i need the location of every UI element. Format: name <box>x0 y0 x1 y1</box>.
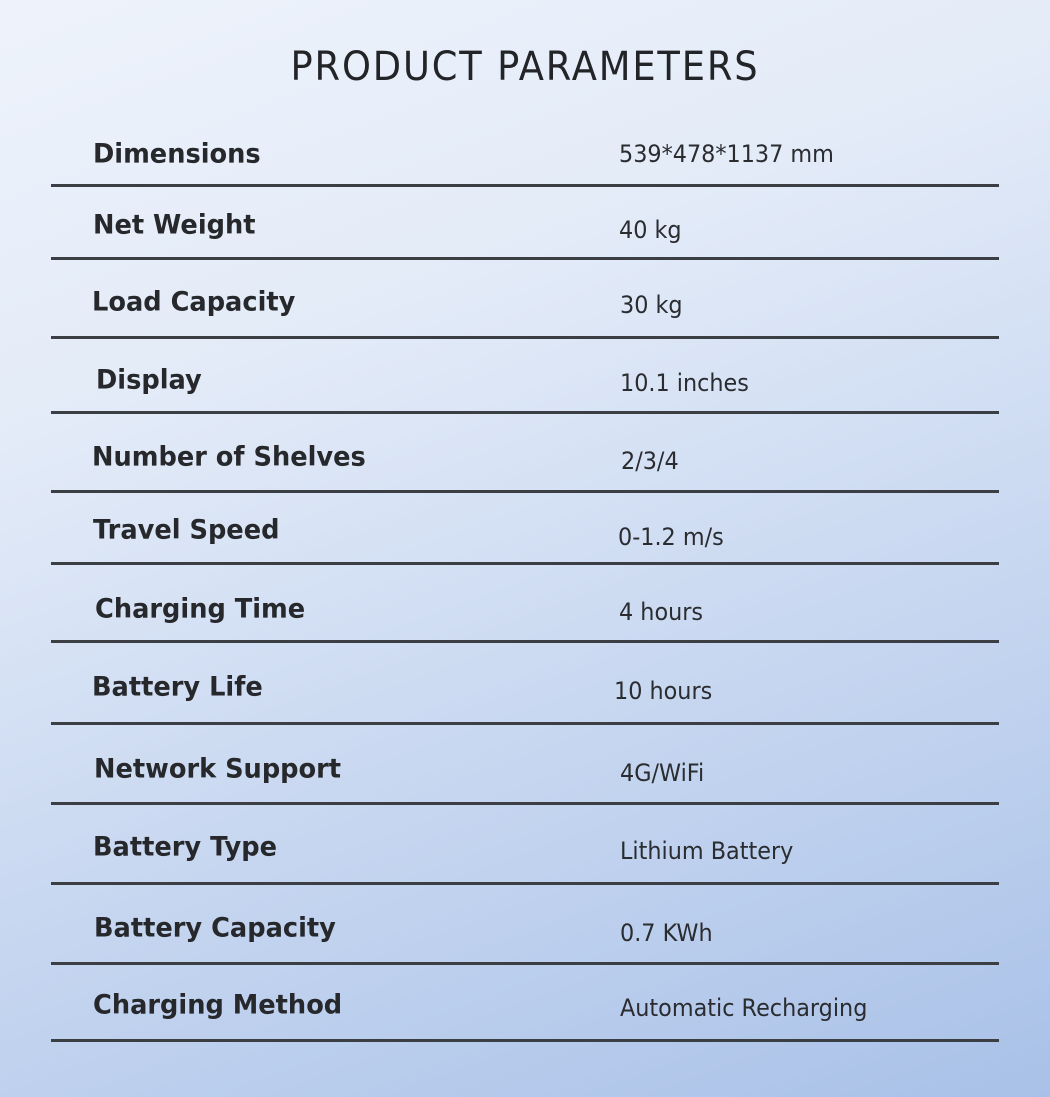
parameter-value: 40 kg <box>619 216 682 244</box>
parameter-value: 4 hours <box>619 598 704 626</box>
row-divider <box>51 882 999 885</box>
row-divider <box>51 802 999 805</box>
parameter-label: Battery Life <box>92 671 263 703</box>
parameter-value: Automatic Recharging <box>620 994 868 1022</box>
row-divider <box>51 490 999 493</box>
parameter-label: Battery Type <box>93 831 278 863</box>
row-divider <box>51 184 999 187</box>
parameter-value: 10.1 inches <box>620 369 749 397</box>
parameter-label: Net Weight <box>93 209 256 241</box>
parameter-value: 30 kg <box>620 291 683 319</box>
parameter-label: Display <box>96 364 202 396</box>
row-divider <box>51 962 999 965</box>
parameter-label: Load Capacity <box>92 286 296 318</box>
page-title: PRODUCT PARAMETERS <box>290 44 760 90</box>
parameter-value: 4G/WiFi <box>620 759 705 787</box>
row-divider <box>51 1039 999 1042</box>
row-divider <box>51 722 999 725</box>
parameter-value: 10 hours <box>614 677 713 705</box>
parameter-value: 0.7 KWh <box>620 919 713 947</box>
parameter-value: 2/3/4 <box>621 447 679 475</box>
parameter-value: Lithium Battery <box>620 837 794 865</box>
row-divider <box>51 411 999 414</box>
row-divider <box>51 257 999 260</box>
parameter-label: Dimensions <box>93 138 261 170</box>
parameter-label: Number of Shelves <box>92 441 366 473</box>
parameter-label: Battery Capacity <box>94 912 336 944</box>
parameter-value: 0-1.2 m/s <box>618 523 724 551</box>
parameter-label: Charging Method <box>93 989 343 1021</box>
parameter-label: Travel Speed <box>93 514 280 546</box>
parameter-value: 539*478*1137 mm <box>619 140 834 168</box>
row-divider <box>51 640 999 643</box>
row-divider <box>51 336 999 339</box>
parameter-label: Charging Time <box>95 593 306 625</box>
parameter-label: Network Support <box>94 753 342 785</box>
row-divider <box>51 562 999 565</box>
